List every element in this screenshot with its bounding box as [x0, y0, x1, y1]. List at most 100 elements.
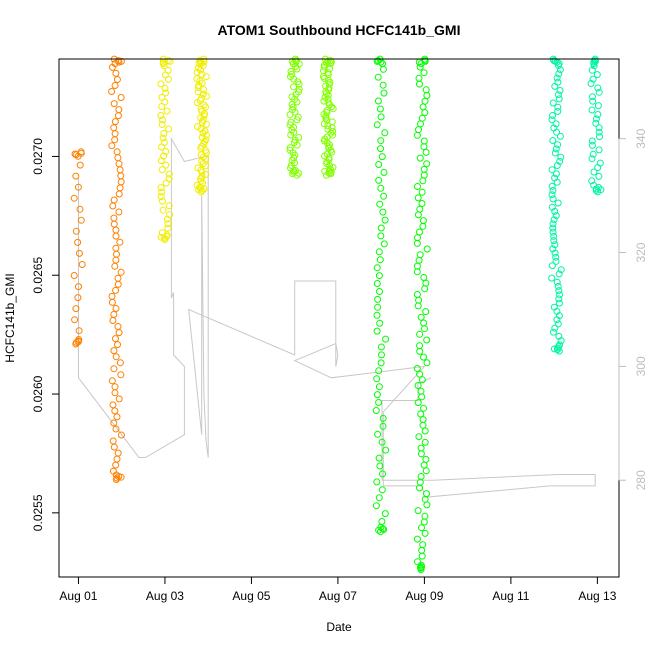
right-tick-label: 280: [634, 470, 648, 490]
data-point: [419, 217, 427, 225]
data-point: [161, 84, 169, 92]
data-point: [552, 170, 560, 178]
data-point: [289, 60, 297, 68]
data-point: [198, 157, 206, 165]
data-point: [323, 107, 331, 115]
data-point: [193, 75, 201, 83]
data-point: [420, 518, 428, 526]
data-point: [554, 107, 562, 115]
pressure-trace-layer: [78, 136, 596, 498]
data-point: [114, 341, 121, 349]
data-point: [588, 66, 596, 74]
data-point: [198, 134, 206, 141]
data-point: [165, 202, 173, 210]
data-point: [548, 166, 556, 174]
data-point: [415, 433, 423, 441]
data-point: [413, 365, 421, 372]
data-point: [112, 335, 119, 343]
data-point: [375, 494, 383, 502]
data-point: [166, 211, 173, 219]
data-point: [160, 130, 168, 137]
data-point: [416, 80, 423, 88]
data-point: [413, 535, 421, 543]
data-point: [323, 109, 331, 116]
data-point: [78, 261, 86, 268]
data-point: [549, 195, 557, 203]
data-point: [159, 60, 167, 68]
y-tick-label: 0.0255: [31, 494, 45, 531]
data-point: [113, 455, 121, 463]
data-point: [554, 199, 562, 207]
data-point: [110, 220, 118, 228]
data-point: [595, 128, 603, 136]
data-point: [418, 200, 426, 207]
data-point: [374, 73, 382, 81]
data-point: [287, 68, 295, 75]
data-point: [112, 305, 120, 312]
data-point: [552, 253, 560, 261]
data-point: [588, 141, 596, 149]
data-point: [117, 172, 125, 180]
data-point: [420, 143, 428, 151]
data-point: [72, 340, 80, 348]
data-point: [551, 82, 559, 90]
data-point: [377, 359, 385, 367]
data-point: [549, 328, 557, 336]
data-point: [418, 393, 426, 401]
data-point: [378, 153, 386, 161]
data-point: [113, 76, 121, 83]
y-tick-label: 0.0265: [31, 257, 45, 294]
data-points-layer: [70, 55, 605, 574]
data-point: [326, 141, 333, 149]
data-point: [158, 93, 166, 101]
data-point: [418, 563, 426, 571]
right-tick-label: 320: [634, 242, 648, 262]
data-point: [382, 446, 390, 454]
data-point: [595, 172, 603, 180]
data-point: [549, 220, 557, 228]
data-point: [550, 237, 558, 245]
data-point: [423, 490, 430, 498]
data-point: [117, 178, 125, 186]
data-point: [380, 169, 388, 176]
data-point: [115, 395, 123, 403]
data-point: [72, 227, 80, 235]
data-point: [555, 60, 563, 68]
data-point: [415, 256, 423, 264]
x-tick-label: Aug 13: [578, 589, 616, 603]
data-point: [551, 324, 559, 332]
data-point: [72, 172, 80, 180]
data-point: [115, 208, 123, 216]
data-point: [419, 177, 427, 185]
data-point: [109, 202, 117, 210]
data-point: [295, 134, 303, 141]
data-point: [112, 425, 120, 433]
data-point: [555, 299, 563, 307]
data-point: [596, 159, 604, 167]
data-point: [165, 125, 173, 133]
data-point: [591, 57, 599, 65]
data-point: [322, 82, 330, 90]
data-point: [158, 121, 166, 128]
data-point: [589, 97, 597, 105]
data-point: [112, 232, 120, 240]
data-point: [413, 262, 421, 270]
data-point: [111, 383, 119, 391]
data-point: [556, 157, 564, 165]
data-point: [375, 367, 383, 375]
data-point: [373, 478, 381, 486]
data-point: [417, 566, 425, 574]
data-point: [115, 190, 123, 198]
data-point: [329, 105, 337, 113]
data-point: [374, 430, 382, 438]
data-point: [198, 173, 206, 181]
data-point: [110, 100, 118, 108]
data-point: [159, 206, 167, 214]
data-point: [111, 136, 119, 144]
data-point: [549, 228, 557, 236]
data-point: [162, 148, 170, 155]
data-point: [418, 546, 426, 554]
data-point: [552, 145, 560, 153]
data-point: [113, 148, 121, 156]
